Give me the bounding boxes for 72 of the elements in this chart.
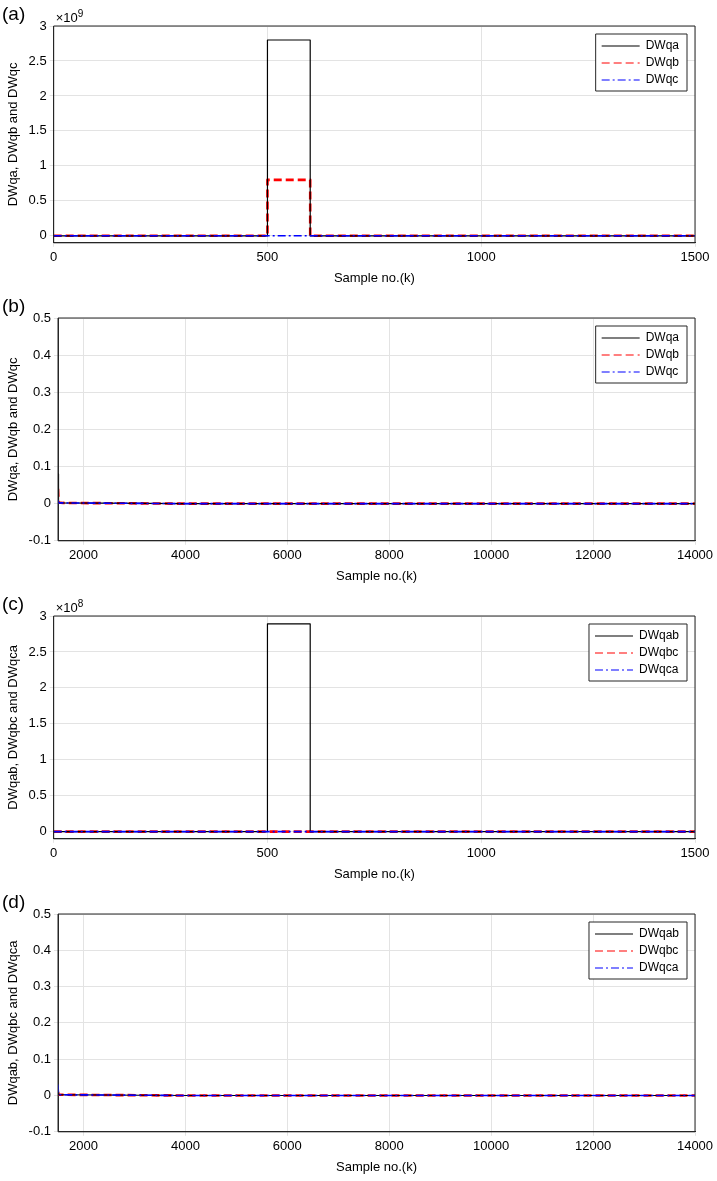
y-tick-label: 0.5 bbox=[32, 309, 51, 325]
y-tick-label: 0.4 bbox=[32, 346, 51, 362]
y-tick-label: 2.5 bbox=[28, 643, 47, 659]
x-tick-label: 1000 bbox=[466, 249, 496, 265]
x-tick-label: 500 bbox=[256, 249, 279, 265]
legend-label: DWqab bbox=[638, 926, 680, 941]
y-tick-label: 3 bbox=[39, 17, 47, 33]
text: (d) bbox=[2, 891, 26, 912]
legend-label: DWqa bbox=[645, 330, 680, 345]
y-tick-label: 0 bbox=[43, 1087, 51, 1103]
y-tick-label: 0 bbox=[43, 495, 51, 511]
x-axis-title: Sample no.(k) bbox=[333, 865, 415, 881]
y-tick-label: 0.5 bbox=[28, 787, 47, 803]
legend-label: DWqab bbox=[638, 628, 680, 643]
x-tick-label: 14000 bbox=[676, 547, 714, 563]
y-tick-label: 0.2 bbox=[32, 1014, 51, 1030]
legend-label: DWqbc bbox=[638, 943, 679, 958]
x-tick-label: 2000 bbox=[69, 547, 98, 563]
legend-label: DWqb bbox=[645, 347, 680, 362]
x-tick-label: 10000 bbox=[473, 547, 510, 563]
y-tick-label: -0.1 bbox=[28, 1123, 51, 1139]
legend-label: DWqa bbox=[645, 38, 680, 53]
y-axis-title: DWqab, DWqbc and DWqca bbox=[5, 939, 21, 1106]
y-tick-label: 1 bbox=[39, 751, 47, 767]
legend-label: DWqbc bbox=[638, 645, 679, 660]
y-tick-label: 1.5 bbox=[28, 715, 47, 731]
x-tick-label: 1000 bbox=[466, 845, 496, 861]
y-tick-label: 2 bbox=[39, 679, 47, 695]
legend-label: DWqb bbox=[645, 55, 680, 70]
x-tick-label: 4000 bbox=[170, 1138, 200, 1154]
x-tick-label: 1500 bbox=[680, 845, 710, 861]
y-tick-label: 0.5 bbox=[28, 192, 47, 208]
x-tick-label: 500 bbox=[256, 845, 279, 861]
y-tick-label: 0.5 bbox=[32, 905, 51, 921]
x-tick-label: 10000 bbox=[473, 1138, 510, 1154]
x-tick-label: 8000 bbox=[374, 547, 404, 563]
y-tick-label: 1 bbox=[39, 157, 47, 173]
y-tick-label: 0 bbox=[39, 823, 47, 839]
y-axis-title: DWqa, DWqb and DWqc bbox=[5, 357, 21, 502]
x-tick-label: 4000 bbox=[170, 547, 200, 563]
x-axis-title: Sample no.(k) bbox=[333, 269, 415, 285]
y-tick-label: 0.3 bbox=[32, 383, 51, 399]
x-tick-label: 6000 bbox=[272, 547, 302, 563]
y-tick-label: 2.5 bbox=[28, 52, 47, 68]
y-tick-label: 3 bbox=[39, 607, 47, 623]
x-axis-title: Sample no.(k) bbox=[336, 1158, 417, 1174]
text: (c) bbox=[2, 593, 25, 614]
legend-label: DWqca bbox=[638, 662, 679, 677]
x-tick-label: 12000 bbox=[575, 1138, 612, 1154]
y-tick-label: 0.1 bbox=[32, 1050, 51, 1066]
y-tick-label: -0.1 bbox=[28, 532, 51, 548]
text: (a) bbox=[2, 3, 26, 24]
y-tick-label: 1.5 bbox=[28, 122, 47, 138]
y-tick-label: 0 bbox=[39, 227, 47, 243]
x-tick-label: 1500 bbox=[680, 249, 710, 265]
y-axis-title: DWqab, DWqbc and DWqca bbox=[5, 644, 21, 810]
y-tick-label: 0.4 bbox=[32, 941, 51, 957]
x-axis-title: Sample no.(k) bbox=[336, 567, 417, 583]
legend-label: DWqca bbox=[638, 960, 679, 975]
legend-label: DWqc bbox=[645, 72, 679, 87]
text: (b) bbox=[2, 295, 26, 316]
x-tick-label: 2000 bbox=[69, 1138, 98, 1154]
legend-label: DWqc bbox=[645, 364, 679, 379]
y-axis-title: DWqa, DWqb and DWqc bbox=[5, 62, 21, 207]
y-tick-label: 0.3 bbox=[32, 978, 51, 994]
y-tick-label: 0.1 bbox=[32, 458, 51, 474]
y-tick-label: 2 bbox=[39, 87, 47, 103]
y-tick-label: 0.2 bbox=[32, 420, 51, 436]
x-tick-label: 12000 bbox=[575, 547, 612, 563]
x-tick-label: 8000 bbox=[374, 1138, 404, 1154]
x-tick-label: 14000 bbox=[676, 1138, 714, 1154]
x-tick-label: 6000 bbox=[272, 1138, 302, 1154]
